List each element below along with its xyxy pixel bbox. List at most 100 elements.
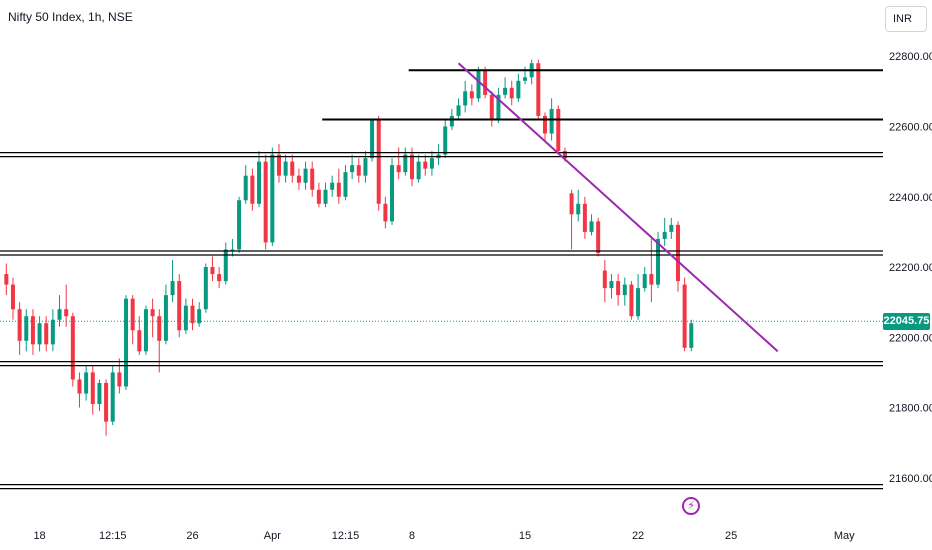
candle [569, 189, 574, 250]
candle [104, 379, 109, 436]
candle [4, 263, 9, 296]
candle-body [503, 87, 508, 95]
candle-body [622, 284, 627, 296]
candle [150, 298, 155, 338]
candle [416, 154, 421, 183]
candle-body [70, 316, 75, 380]
candle [110, 365, 115, 426]
candle [137, 316, 142, 355]
candle [310, 161, 315, 197]
candle [636, 274, 641, 320]
candle-body [549, 108, 554, 134]
candle [649, 238, 654, 303]
candle-body [350, 165, 355, 173]
candle-body [689, 323, 694, 348]
candle [44, 316, 49, 352]
candle [290, 154, 295, 183]
candle-body [370, 119, 375, 159]
candle-body [516, 80, 521, 99]
candle [556, 105, 561, 155]
candle-body [556, 108, 561, 152]
candle-body [290, 161, 295, 176]
candle-body [4, 274, 9, 285]
candle-body [17, 309, 22, 341]
candle-body [409, 154, 414, 180]
candle [363, 151, 368, 183]
candle-body [97, 382, 102, 405]
candle [276, 144, 281, 183]
candle [283, 154, 288, 183]
candle-body [629, 284, 634, 317]
candle [409, 147, 414, 187]
candle-body [669, 224, 674, 232]
candle [536, 59, 541, 120]
candle [390, 158, 395, 225]
candle [489, 91, 494, 127]
candle [90, 365, 95, 415]
price-tick-label: 21800.00 [889, 403, 932, 415]
price-axis[interactable]: 21600.00 21800.00 22000.00 22200.00 22400.00… [883, 0, 932, 520]
candle-body [296, 175, 301, 183]
candle-body [30, 316, 35, 345]
support-resistance-line[interactable] [0, 151, 883, 158]
candle [223, 242, 228, 285]
candle [436, 144, 441, 166]
candle [190, 298, 195, 331]
candle [576, 189, 581, 222]
candle-body [243, 175, 248, 201]
candle-body [443, 126, 448, 155]
candle [130, 295, 135, 345]
time-tick-label: 26 [186, 530, 198, 542]
candle [316, 182, 321, 208]
candle-body [257, 161, 262, 204]
currency-button[interactable]: INR [885, 6, 927, 32]
price-tick-label: 22400.00 [889, 192, 932, 204]
candle [343, 165, 348, 201]
candle [350, 154, 355, 180]
candle-body [310, 168, 315, 190]
chart-area[interactable] [0, 0, 883, 520]
candle-body [44, 323, 49, 345]
candle-body [456, 105, 461, 116]
candle [423, 154, 428, 176]
candle-body [230, 249, 235, 251]
candle [330, 175, 335, 197]
candle-body [323, 189, 328, 204]
candle [163, 284, 168, 345]
candle [616, 274, 621, 306]
candle [296, 168, 301, 190]
time-axis[interactable]: 18 12:15 26 Apr 12:15 8 15 22 25 May [0, 520, 883, 550]
candle-body [170, 281, 175, 296]
candle [469, 84, 474, 106]
candle-body [542, 115, 547, 134]
candle-body [190, 305, 195, 324]
candle [30, 309, 35, 355]
candle [629, 281, 634, 320]
candle-body [596, 221, 601, 253]
candle-body [183, 305, 188, 331]
support-resistance-line[interactable] [0, 484, 883, 490]
candle-body [263, 161, 268, 243]
candle-body [489, 94, 494, 120]
candle-body [283, 161, 288, 176]
candle-body [197, 309, 202, 324]
candle-body [130, 298, 135, 331]
candle-body [416, 161, 421, 180]
candle-body [316, 189, 321, 204]
price-tick-label: 22000.00 [889, 332, 932, 344]
candle [197, 302, 202, 327]
candle-body [336, 182, 341, 197]
time-tick-label: 15 [519, 530, 531, 542]
candle [24, 309, 29, 352]
candle-body [429, 158, 434, 169]
price-chart[interactable] [0, 0, 883, 520]
support-resistance-line[interactable] [0, 361, 883, 367]
lightning-icon[interactable]: ⚡ [682, 497, 701, 515]
candle [463, 80, 468, 113]
trendline[interactable] [457, 62, 779, 353]
candle-body [250, 175, 255, 204]
candle-body [476, 70, 481, 99]
candle [516, 73, 521, 102]
candle [622, 277, 627, 306]
support-resistance-line[interactable] [0, 250, 883, 256]
